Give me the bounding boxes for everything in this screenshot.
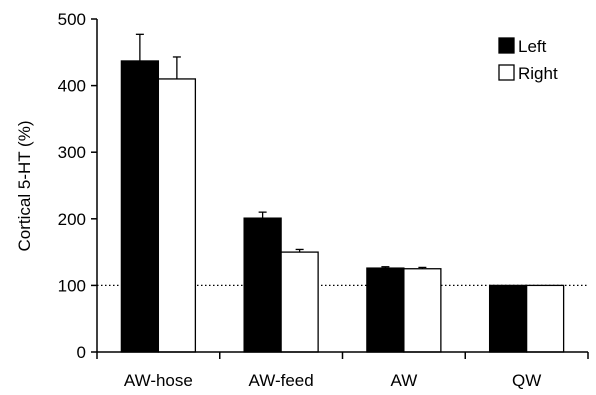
bar-right-aw-hose (157, 78, 197, 353)
legend-swatch-left (498, 37, 515, 54)
bar-left-aw-hose (120, 60, 160, 353)
y-axis-title: Cortical 5-HT (%) (15, 121, 34, 252)
y-ticks: 0 100 200 300 400 500 (58, 10, 97, 362)
y-tick-label-200: 200 (58, 210, 86, 229)
y-tick-label-500: 500 (58, 10, 86, 29)
bar-right-qw (525, 284, 565, 353)
bar-left-aw (366, 267, 405, 353)
legend: Left Right (498, 37, 558, 83)
bar-left-qw (488, 284, 528, 353)
x-ticks: AW-hose AW-feed AW QW (96, 352, 589, 390)
plot-area: 0 100 200 300 400 500 AW-hose AW-feed AW QW (58, 10, 589, 390)
y-tick-label-0: 0 (77, 343, 86, 362)
x-tick-label-aw-feed: AW-feed (249, 371, 314, 390)
bar-right-aw-feed (280, 251, 319, 353)
legend-swatch-right (498, 64, 515, 81)
x-tick-label-qw: QW (512, 371, 541, 390)
bar-right-aw (403, 268, 442, 353)
x-tick-label-aw: AW (390, 371, 417, 390)
bar-left-aw-feed (243, 217, 282, 353)
legend-label-right: Right (518, 64, 558, 83)
bars (120, 33, 565, 353)
legend-label-left: Left (518, 37, 547, 56)
y-tick-label-100: 100 (58, 276, 86, 295)
y-tick-label-300: 300 (58, 143, 86, 162)
x-tick-label-aw-hose: AW-hose (124, 371, 193, 390)
y-tick-label-400: 400 (58, 77, 86, 96)
